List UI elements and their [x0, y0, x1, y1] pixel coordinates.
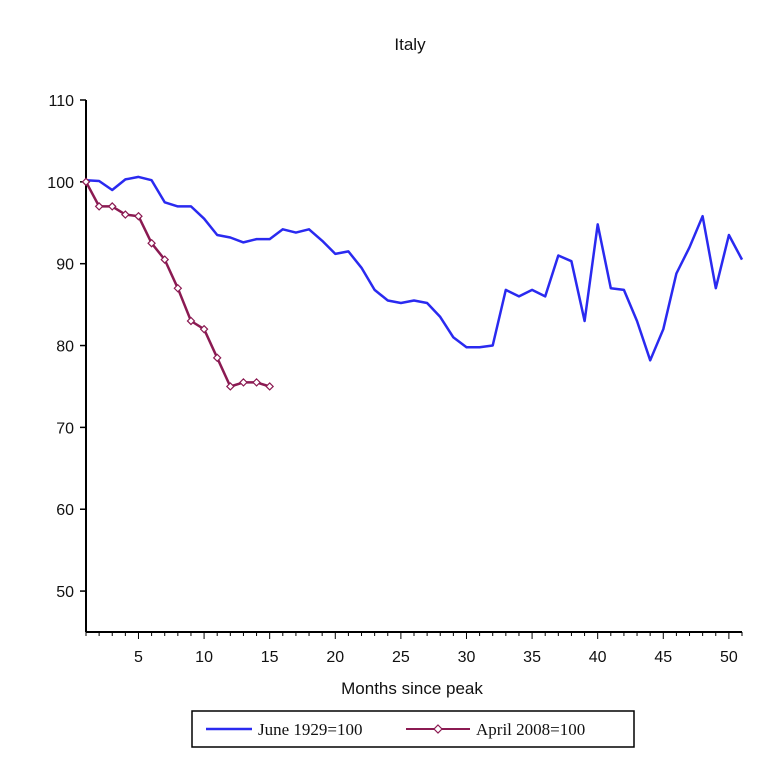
x-tick-label: 25 [392, 649, 410, 666]
x-tick-label: 35 [523, 649, 541, 666]
axes [85, 100, 742, 633]
legend-label-series-2: April 2008=100 [476, 720, 585, 739]
chart-title: Italy [394, 35, 426, 54]
y-tick-label: 100 [47, 175, 74, 192]
x-tick-label: 10 [195, 649, 213, 666]
y-tick-label: 80 [56, 339, 74, 356]
x-tick-label: 50 [720, 649, 738, 666]
y-tick-label: 110 [48, 93, 74, 110]
x-tick-label: 20 [326, 649, 344, 666]
series-2-point [265, 382, 275, 391]
series-2-point [225, 382, 235, 391]
series-2-point [81, 177, 91, 187]
x-tick-label: 15 [261, 649, 279, 666]
series-2-point [173, 283, 183, 293]
series-2-point [147, 238, 156, 248]
series-group [81, 175, 744, 391]
series-2-point [94, 202, 104, 211]
x-tick-label: 30 [458, 649, 476, 666]
x-tick-label: 5 [134, 649, 143, 666]
y-tick-label: 50 [56, 584, 74, 601]
series-2-point [121, 210, 130, 219]
series-2-point [212, 353, 222, 363]
series-2-point [186, 316, 196, 326]
series-2-point [160, 255, 170, 264]
series-2-point [107, 202, 117, 211]
y-tick-label: 90 [56, 257, 74, 274]
series-2-point [199, 324, 209, 334]
series-2-point [134, 211, 143, 221]
legend-marker-series-2 [433, 724, 443, 734]
legend-label-series-1: June 1929=100 [258, 720, 363, 739]
x-tick-label: 45 [654, 649, 672, 666]
x-tick-label: 40 [589, 649, 607, 666]
x-axis-ticks: 5 10 15 20 25 30 35 40 45 50 [85, 632, 743, 666]
series-line-1 [85, 175, 744, 362]
y-tick-label: 70 [56, 420, 74, 437]
series-2-point [239, 378, 248, 387]
legend: June 1929=100 April 2008=100 [191, 710, 635, 748]
y-tick-label: 60 [56, 502, 74, 519]
series-2-point [252, 378, 261, 387]
y-axis-ticks: 50 60 70 80 90 100 110 [47, 93, 86, 601]
x-axis-label: Months since peak [341, 679, 483, 698]
